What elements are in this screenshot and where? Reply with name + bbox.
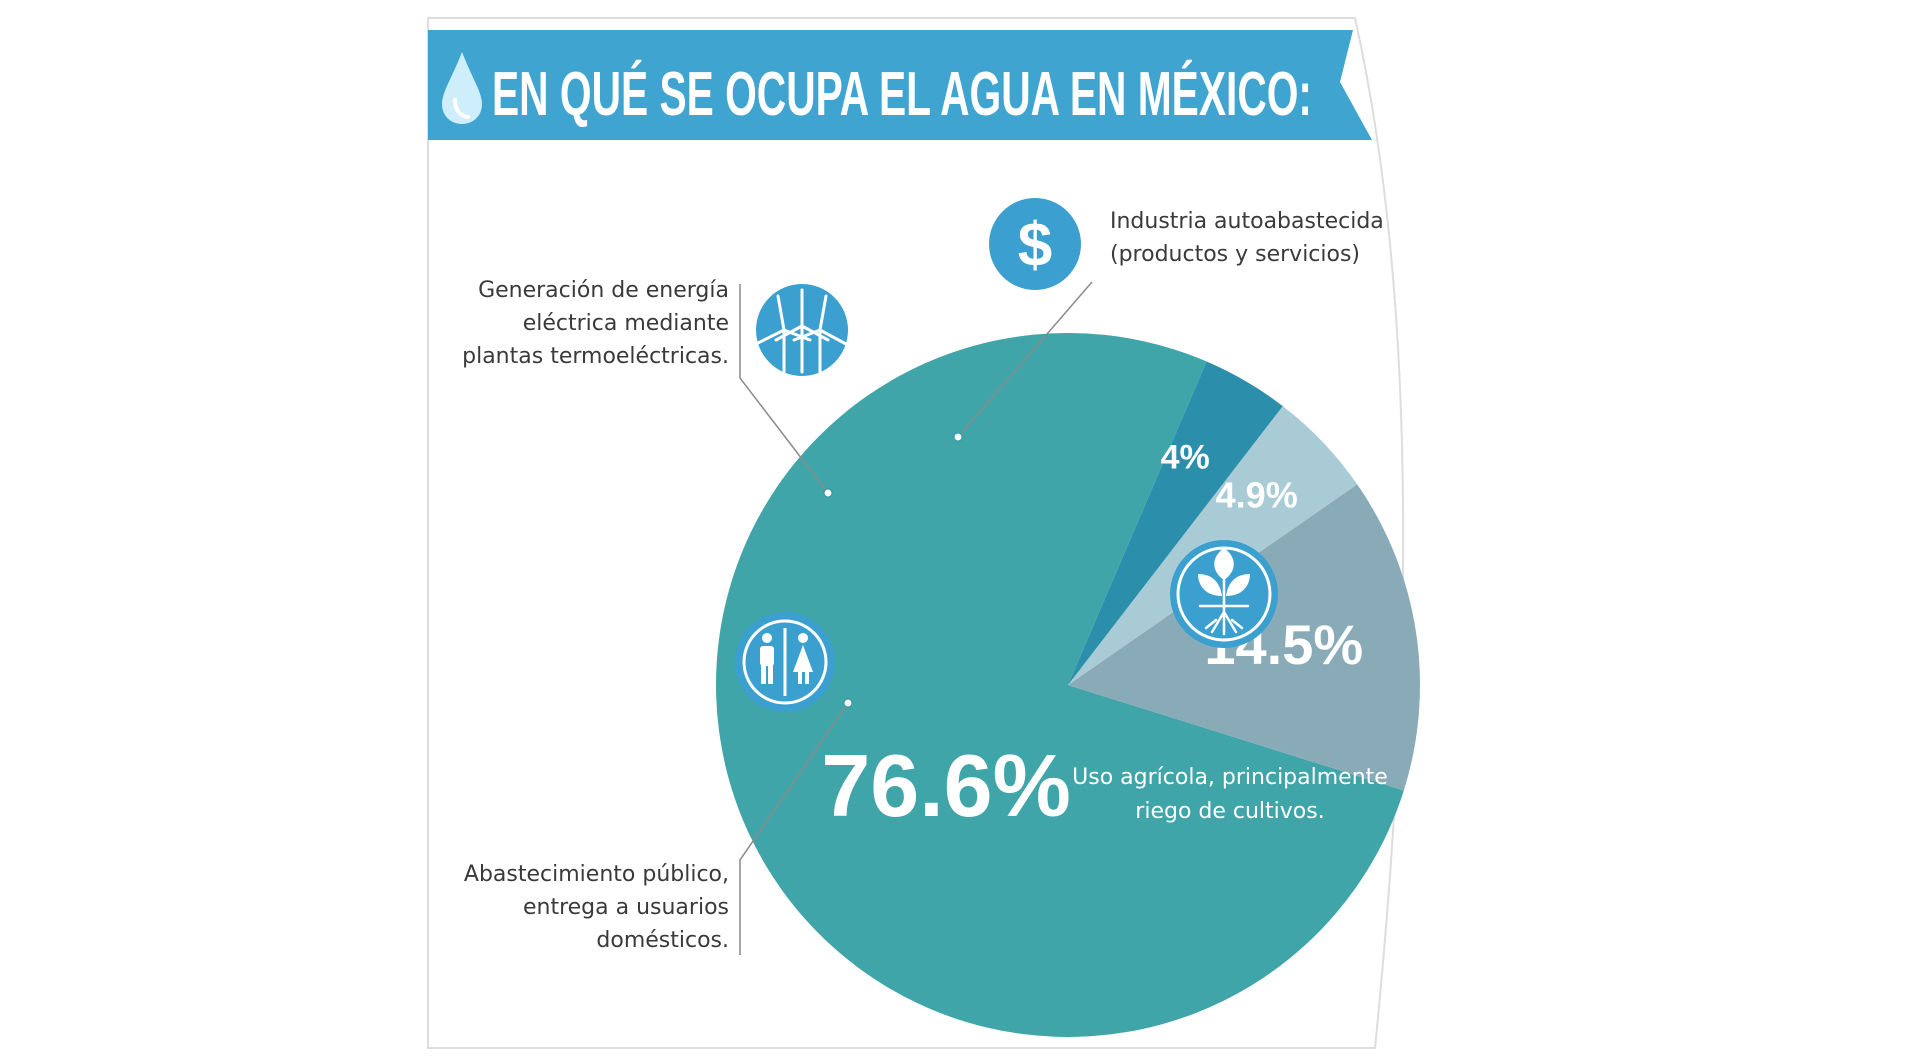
- annotation-publico-line-2: entrega a usuarios: [522, 895, 729, 920]
- pie-label-agricola: 76.6%: [821, 736, 1071, 835]
- leader-lines: [739, 281, 1093, 955]
- annotation-publico: Abastecimiento público, entrega a usuari…: [464, 858, 729, 957]
- restroom-people-icon: [735, 612, 835, 712]
- svg-text:$: $: [1018, 211, 1052, 280]
- pie-slice-agricola: [716, 332, 1404, 1037]
- annotation-energia-line-2: eléctrica mediante: [522, 311, 729, 336]
- leader-dot-industria: [953, 432, 963, 442]
- water-drop-icon: [442, 52, 482, 124]
- dollar-icon: $: [989, 198, 1081, 290]
- annotation-agricola-line-2: riego de cultivos.: [1135, 799, 1324, 824]
- annotation-industria: Industria autoabastecida (productos y se…: [1110, 205, 1384, 271]
- annotation-industria-line-1: Industria autoabastecida: [1110, 209, 1384, 234]
- annotation-publico-line-3: domésticos.: [596, 928, 729, 953]
- leader-line-publico: [739, 702, 849, 955]
- pie-slice-industria: [1068, 361, 1283, 685]
- annotation-energia: Generación de energía eléctrica mediante…: [462, 274, 729, 373]
- pie-label-energia: 4.9%: [1216, 474, 1298, 515]
- annotation-agricola-line-1: Uso agrícola, principalmente: [1072, 765, 1388, 790]
- annotation-publico-line-1: Abastecimiento público,: [463, 862, 729, 887]
- wind-turbine-icon: [754, 284, 848, 376]
- leader-dot-publico: [843, 698, 853, 708]
- page-title: EN QUÉ SE OCUPA EL AGUA EN MÉXICO:: [492, 60, 1312, 129]
- leader-dots: [823, 432, 963, 708]
- annotation-industria-line-2: (productos y servicios): [1110, 242, 1361, 267]
- pie-label-industria: 4%: [1161, 438, 1210, 476]
- leader-dot-energia: [823, 488, 833, 498]
- annotation-energia-line-1: Generación de energía: [478, 278, 729, 303]
- annotation-energia-line-3: plantas termoeléctricas.: [462, 344, 729, 369]
- leader-line-industria: [957, 281, 1093, 438]
- leader-line-energia: [739, 284, 829, 494]
- plant-roots-icon: [1170, 540, 1278, 648]
- title-banner: [428, 30, 1372, 140]
